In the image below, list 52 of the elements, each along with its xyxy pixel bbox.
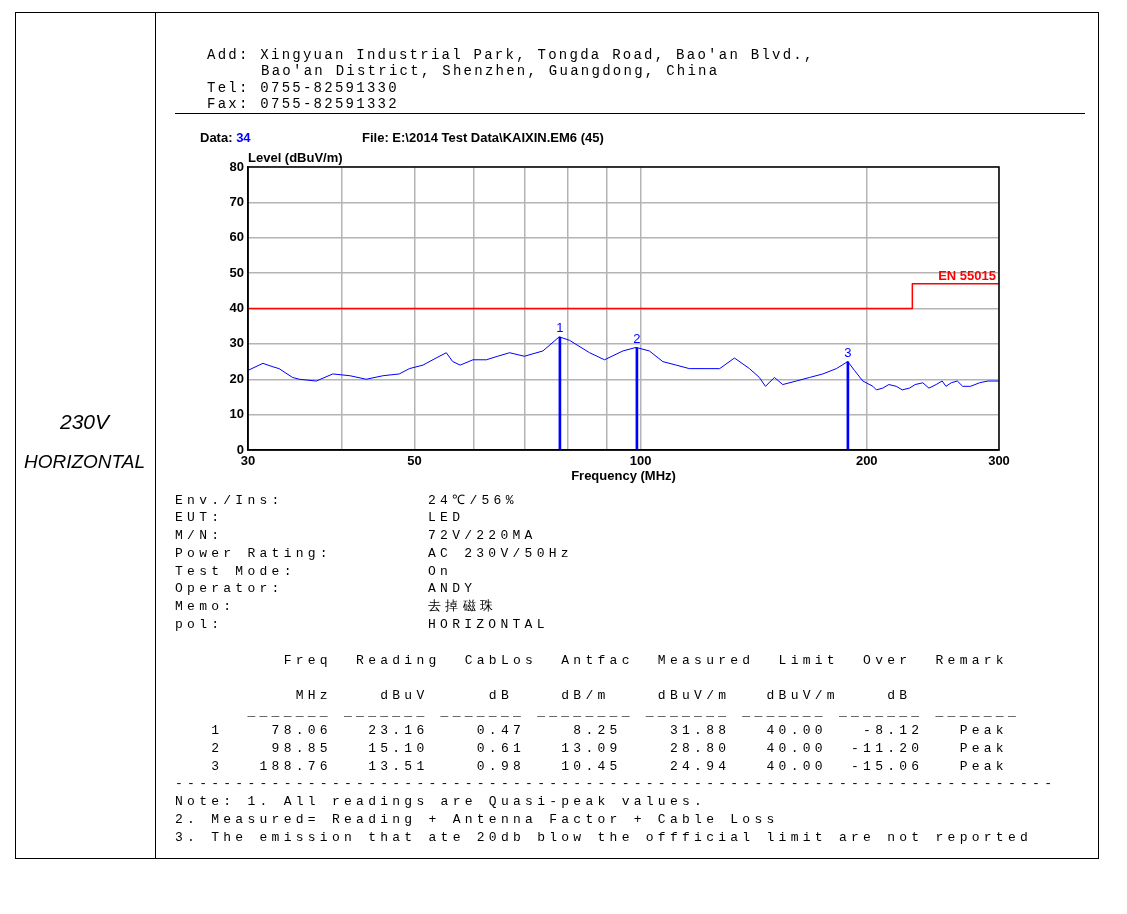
text: 72V/220MA bbox=[428, 528, 537, 543]
text: EUT: bbox=[175, 510, 224, 526]
x-tick-label: 50 bbox=[407, 453, 422, 469]
text: Note: 1. All readings are Quasi-peak values. bbox=[175, 793, 707, 809]
y-tick-label: 50 bbox=[229, 264, 244, 280]
y-tick-label: 70 bbox=[229, 193, 244, 209]
text: 2. Measured= Reading + Antenna Factor + Cable Loss bbox=[175, 811, 779, 827]
text: Fax: 0755-82591332 bbox=[207, 96, 399, 112]
x-tick-label: 100 bbox=[629, 453, 652, 469]
y-axis-title: Level (dBuV/m) bbox=[248, 150, 343, 166]
text: HORIZONTAL bbox=[428, 616, 549, 632]
text: Operator: bbox=[175, 581, 284, 597]
text: 去掉磁珠 bbox=[428, 599, 498, 614]
text: 2 98.85 15.10 0.61 13.09 28.80 40.00 -11.20 Peak bbox=[210, 740, 1008, 756]
text: Data: 34 bbox=[200, 129, 251, 145]
text: Memo: bbox=[175, 599, 236, 614]
text: Bao'an District, Shenzhen, Guangdong, China bbox=[261, 63, 720, 79]
text: 3. The emission that ate 20db blow the offficial limit are not reported bbox=[175, 829, 1033, 845]
text: Test Mode: bbox=[175, 563, 296, 579]
text: On bbox=[428, 563, 453, 579]
text: 1 78.06 23.16 0.47 8.25 31.88 40.00 -8.12 Peak bbox=[210, 722, 1008, 738]
annotation: 1 bbox=[556, 320, 564, 336]
text: Add: Xingyuan Industrial Park, Tongda Road, Bao'an Blvd., bbox=[207, 47, 815, 63]
text: Tel: 0755-82591330 bbox=[207, 80, 399, 96]
y-tick-label: 40 bbox=[229, 300, 244, 316]
annotation: 2 bbox=[633, 331, 641, 347]
text: AC 230V/50Hz bbox=[428, 545, 573, 561]
text: LED bbox=[428, 510, 465, 526]
text: pol: bbox=[175, 616, 224, 632]
text: ------------------------------------------------------------------------- bbox=[175, 775, 1057, 791]
text: _______ _______ _______ ________ _______ _______ _______ _______ bbox=[246, 703, 1020, 719]
text: File: E:\2014 Test Data\KAIXIN.EM6 (45) bbox=[362, 129, 604, 145]
text: 230V bbox=[58, 409, 112, 433]
y-tick-label: 10 bbox=[229, 406, 244, 422]
annotation: 3 bbox=[844, 344, 852, 360]
text: MHz dBuV dB dB/m dBuV/m dBuV/m dB bbox=[294, 687, 912, 703]
text: 3 188.76 13.51 0.98 10.45 24.94 40.00 -15.06 Peak bbox=[210, 758, 1008, 774]
text: HORIZONTAL bbox=[22, 450, 146, 472]
text: Freq Reading CabLos Antfac Measured Limit Over Remark bbox=[282, 652, 1008, 668]
text: ANDY bbox=[428, 581, 477, 597]
text: Power Rating: bbox=[175, 545, 332, 561]
x-axis-title: Frequency (MHz) bbox=[571, 467, 676, 483]
text: Env./Ins: bbox=[175, 492, 284, 508]
y-tick-label: 20 bbox=[229, 370, 244, 386]
x-tick-label: 200 bbox=[855, 453, 878, 469]
y-tick-label: 30 bbox=[229, 335, 244, 351]
series-label: EN 55015 bbox=[938, 267, 996, 283]
x-tick-label: 300 bbox=[988, 453, 1010, 469]
text: 24℃/56% bbox=[428, 492, 518, 508]
y-tick-label: 60 bbox=[229, 229, 244, 245]
text: M/N: bbox=[175, 528, 224, 543]
y-tick-label: 80 bbox=[229, 158, 244, 174]
